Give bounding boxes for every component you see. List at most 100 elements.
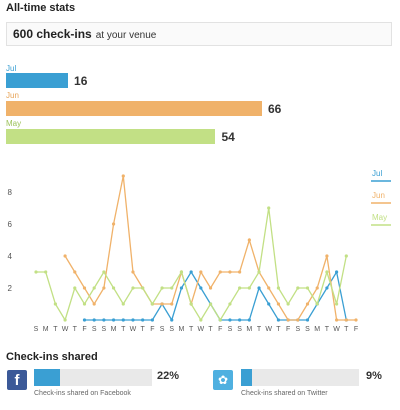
total-checkins-suffix: at your venue — [95, 30, 157, 41]
data-point-jun — [199, 270, 203, 274]
y-tick-label: 4 — [8, 252, 13, 261]
x-tick-label: S — [160, 326, 165, 333]
data-point-jul — [150, 318, 154, 322]
data-point-may — [238, 286, 242, 290]
facebook-share-percent: 22% — [157, 370, 180, 382]
data-point-jul — [276, 318, 281, 322]
data-point-jun — [296, 318, 300, 322]
data-point-may — [199, 318, 203, 322]
data-point-jun — [335, 318, 339, 322]
x-tick-label: S — [169, 326, 174, 333]
data-point-jul — [325, 286, 329, 290]
data-point-jun — [208, 286, 213, 290]
data-point-jun — [276, 302, 281, 306]
data-point-may — [179, 270, 184, 274]
data-point-may — [257, 270, 261, 274]
data-point-jul — [141, 318, 145, 322]
data-point-jul — [189, 270, 193, 274]
x-tick-label: T — [121, 326, 126, 333]
data-point-jun — [131, 270, 135, 274]
data-point-jul — [199, 286, 203, 290]
x-tick-label: F — [354, 326, 358, 333]
data-point-jun — [73, 270, 77, 274]
x-tick-label: S — [92, 326, 97, 333]
legend-label-jun: Jun — [372, 191, 385, 200]
stats-title: All-time stats — [6, 2, 76, 14]
data-point-jun — [325, 254, 329, 258]
data-point-jun — [238, 270, 242, 274]
data-point-jul — [111, 318, 116, 322]
data-point-may — [189, 302, 193, 306]
total-checkins-count: 600 check-ins — [13, 27, 92, 41]
data-point-jul — [179, 286, 184, 290]
data-point-may — [44, 270, 48, 274]
month-bar-may — [6, 129, 216, 144]
y-tick-label: 2 — [8, 284, 13, 293]
data-point-jun — [286, 318, 290, 322]
x-tick-label: S — [237, 326, 242, 333]
data-point-jun — [267, 286, 271, 290]
data-point-jul — [82, 318, 87, 322]
x-tick-label: T — [276, 326, 281, 333]
x-tick-label: S — [102, 326, 107, 333]
data-point-may — [305, 286, 310, 290]
data-point-jun — [305, 302, 310, 306]
x-tick-label: T — [189, 326, 194, 333]
data-point-jun — [315, 286, 319, 290]
facebook-share-track — [34, 369, 152, 386]
y-tick-label: 8 — [8, 188, 13, 197]
data-point-may — [208, 302, 213, 306]
data-point-may — [344, 254, 348, 258]
x-tick-label: W — [62, 326, 69, 333]
legend-label-may: May — [372, 213, 387, 222]
data-point-may — [325, 270, 329, 274]
x-tick-label: W — [130, 326, 137, 333]
data-point-may — [63, 318, 67, 322]
month-value-jul: 16 — [74, 74, 88, 88]
data-point-may — [218, 318, 222, 322]
x-tick-label: T — [53, 326, 58, 333]
data-point-jul — [267, 302, 271, 306]
data-point-may — [150, 302, 154, 306]
data-point-jun — [218, 270, 222, 274]
twitter-share-track — [241, 369, 359, 386]
data-point-jun — [170, 302, 174, 306]
data-point-may — [247, 286, 251, 290]
data-point-may — [170, 286, 174, 290]
x-tick-label: S — [295, 326, 300, 333]
data-point-jul — [170, 318, 174, 322]
twitter-icon: ✿ — [213, 370, 233, 390]
x-tick-label: T — [344, 326, 349, 333]
x-tick-label: W — [265, 326, 272, 333]
data-point-jun — [92, 302, 96, 306]
data-point-may — [315, 302, 319, 306]
data-point-jun — [228, 270, 232, 274]
data-point-may — [92, 286, 96, 290]
data-point-jul — [228, 318, 232, 322]
x-tick-label: S — [34, 326, 39, 333]
y-tick-label: 6 — [8, 220, 13, 229]
x-tick-label: M — [246, 326, 252, 333]
data-point-jul — [247, 318, 251, 322]
data-point-may — [121, 302, 125, 306]
data-point-jul — [121, 318, 125, 322]
x-tick-label: T — [257, 326, 262, 333]
x-tick-label: F — [218, 326, 222, 333]
data-point-jul — [257, 286, 261, 290]
total-checkins-box: 600 check-ins at your venue — [6, 22, 392, 46]
data-point-may — [160, 286, 164, 290]
data-point-jul — [335, 270, 339, 274]
series-line-jun — [64, 175, 356, 321]
x-tick-label: S — [228, 326, 233, 333]
data-point-may — [296, 286, 300, 290]
data-point-jun — [82, 286, 87, 290]
twitter-share-fill — [241, 369, 252, 386]
x-tick-label: T — [141, 326, 146, 333]
data-point-may — [276, 286, 281, 290]
shares-title: Check-ins shared — [6, 351, 98, 363]
month-value-jun: 66 — [268, 102, 282, 116]
month-label-jul: Jul — [6, 64, 17, 73]
legend-label-jul: Jul — [372, 169, 382, 178]
x-tick-label: S — [305, 326, 310, 333]
